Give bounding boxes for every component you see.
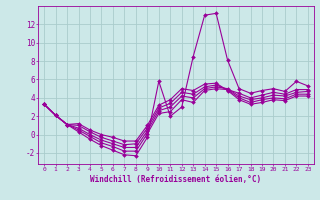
X-axis label: Windchill (Refroidissement éolien,°C): Windchill (Refroidissement éolien,°C): [91, 175, 261, 184]
